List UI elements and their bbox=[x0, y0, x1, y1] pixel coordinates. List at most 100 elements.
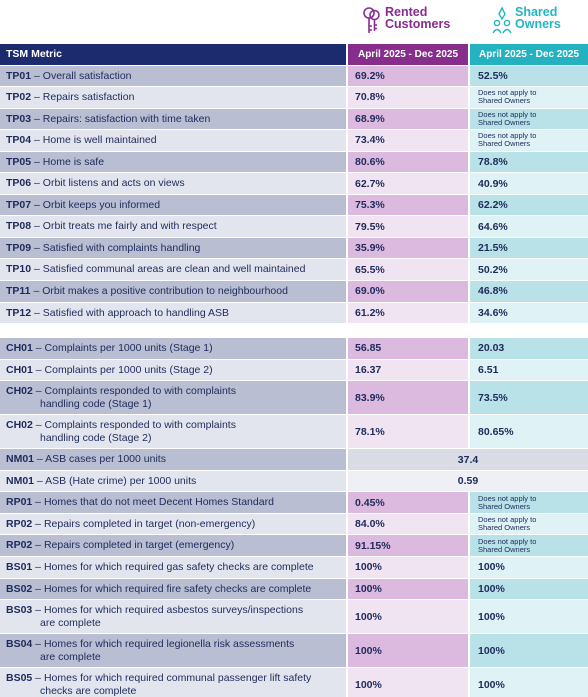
shared-not-applicable: Does not apply to Shared Owners bbox=[470, 87, 588, 108]
metric-cell: TP03 – Repairs: satisfaction with time t… bbox=[0, 108, 346, 130]
metric-cell: BS04 – Homes for which required legionel… bbox=[0, 634, 346, 668]
table-row: TP04 – Home is well maintained 73.4% Does … bbox=[0, 130, 588, 151]
metric-label: Repairs completed in target (non-emergen… bbox=[43, 517, 256, 530]
metric-label: Repairs completed in target (emergency) bbox=[43, 539, 235, 552]
shared-not-applicable: Does not apply to Shared Owners bbox=[470, 535, 588, 556]
metric-code: NM01 bbox=[6, 474, 35, 487]
metric-code: RP01 bbox=[6, 496, 33, 509]
metric-cell: TP06 – Orbit listens and acts on views bbox=[0, 173, 346, 194]
metric-code: TP01 bbox=[6, 69, 32, 82]
rented-logo-line1: Rented bbox=[385, 5, 428, 19]
header-rented-period: April 2025 - Dec 2025 bbox=[348, 44, 468, 65]
metric-label: Repairs: satisfaction with time taken bbox=[42, 112, 211, 125]
metric-cell: BS05 – Homes for which required communal… bbox=[0, 668, 346, 697]
rented-value: 100% bbox=[348, 600, 468, 634]
not-apply-line2: Shared Owners bbox=[478, 139, 531, 149]
metric-code: TP07 bbox=[6, 198, 32, 211]
not-apply-line1: Does not apply to bbox=[478, 109, 537, 119]
rented-value: 100% bbox=[348, 634, 468, 668]
shared-value: 6.51 bbox=[470, 359, 588, 381]
metric-label: Orbit listens and acts on views bbox=[42, 177, 185, 190]
shared-value: 100% bbox=[470, 557, 588, 578]
shared-value: 100% bbox=[470, 634, 588, 668]
metric-code: TP08 bbox=[6, 220, 32, 233]
metric-code: CH01 bbox=[6, 342, 33, 355]
metric-code: TP10 bbox=[6, 263, 32, 276]
metric-cell: NM01 – ASB cases per 1000 units bbox=[0, 449, 346, 470]
rented-value: 56.85 bbox=[348, 338, 468, 359]
metric-code: RP02 bbox=[6, 517, 33, 530]
metric-cell: TP05 – Home is safe bbox=[0, 151, 346, 173]
metric-label-continued: handling code (Stage 1) bbox=[40, 397, 152, 410]
rented-value: 35.9% bbox=[348, 237, 468, 259]
rented-value: 100% bbox=[348, 557, 468, 578]
table-row: TP06 – Orbit listens and acts on views 62… bbox=[0, 173, 588, 194]
metric-cell: CH01 – Complaints per 1000 units (Stage … bbox=[0, 338, 346, 359]
table-row: TP10 – Satisfied communal areas are clea… bbox=[0, 259, 588, 280]
metric-code: TP03 bbox=[6, 112, 32, 125]
rented-logo-line2: Customers bbox=[385, 17, 451, 31]
metric-label: Orbit keeps you informed bbox=[42, 198, 161, 211]
metric-label: Satisfied communal areas are clean and w… bbox=[42, 263, 306, 276]
rented-customers-logo: Rented Customers bbox=[362, 6, 450, 36]
table-row: TP01 – Overall satisfaction 69.2% 52.5% bbox=[0, 65, 588, 87]
not-apply-line2: Shared Owners bbox=[478, 96, 531, 106]
metric-code: CH02 bbox=[6, 419, 33, 432]
metric-label: Orbit treats me fairly and with respect bbox=[42, 220, 217, 233]
metric-cell: TP01 – Overall satisfaction bbox=[0, 65, 346, 87]
shared-value: 46.8% bbox=[470, 281, 588, 302]
not-apply-line2: Shared Owners bbox=[478, 544, 531, 554]
metric-code: RP02 bbox=[6, 539, 33, 552]
rented-value: 70.8% bbox=[348, 87, 468, 108]
rented-value: 100% bbox=[348, 578, 468, 600]
metric-code: BS05 bbox=[6, 672, 33, 685]
table-row: CH02 – Complaints responded to with comp… bbox=[0, 381, 588, 415]
header-metric: TSM Metric bbox=[0, 44, 346, 65]
shared-logo-line2: Owners bbox=[515, 17, 561, 31]
metric-cell: TP02 – Repairs satisfaction bbox=[0, 87, 346, 108]
metric-label: Homes for which required asbestos survey… bbox=[43, 604, 304, 617]
table-row: BS01 – Homes for which required gas safe… bbox=[0, 557, 588, 578]
combined-value: 0.59 bbox=[348, 470, 588, 492]
shared-value: 34.6% bbox=[470, 302, 588, 324]
table-row: RP02 – Repairs completed in target (emer… bbox=[0, 535, 588, 556]
rented-value: 69.0% bbox=[348, 281, 468, 302]
metric-label-continued: are complete bbox=[40, 616, 101, 629]
metric-cell: BS03 – Homes for which required asbestos… bbox=[0, 600, 346, 634]
rented-value: 62.7% bbox=[348, 173, 468, 194]
metric-code: TP11 bbox=[6, 285, 31, 298]
not-apply-line1: Does not apply to bbox=[478, 493, 537, 503]
metric-code: CH01 bbox=[6, 363, 33, 376]
metric-label: Homes for which required fire safety che… bbox=[43, 582, 312, 595]
rented-value: 69.2% bbox=[348, 65, 468, 87]
metric-code: TP09 bbox=[6, 241, 32, 254]
metric-cell: BS01 – Homes for which required gas safe… bbox=[0, 557, 346, 578]
rented-value: 100% bbox=[348, 668, 468, 697]
rented-value: 83.9% bbox=[348, 381, 468, 415]
metric-code: BS03 bbox=[6, 604, 33, 617]
section-gap bbox=[0, 324, 588, 338]
metric-cell: CH02 – Complaints responded to with comp… bbox=[0, 381, 346, 415]
rented-value: 84.0% bbox=[348, 513, 468, 535]
metric-code: BS04 bbox=[6, 638, 33, 651]
table-row: TP07 – Orbit keeps you informed 75.3% 62.2… bbox=[0, 194, 588, 216]
metric-code: TP05 bbox=[6, 155, 32, 168]
table-row: RP01 – Homes that do not meet Decent Hom… bbox=[0, 492, 588, 513]
not-apply-line2: Shared Owners bbox=[478, 501, 531, 511]
metric-label: Complaints per 1000 units (Stage 1) bbox=[44, 342, 213, 355]
not-apply-line1: Does not apply to bbox=[478, 536, 537, 546]
table-row: BS02 – Homes for which required fire saf… bbox=[0, 578, 588, 600]
metric-label: Home is safe bbox=[42, 155, 105, 168]
metric-label: Home is well maintained bbox=[42, 134, 157, 147]
not-apply-line1: Does not apply to bbox=[478, 515, 537, 525]
table-row: TP03 – Repairs: satisfaction with time t… bbox=[0, 108, 588, 130]
metric-code: CH02 bbox=[6, 385, 33, 398]
rented-value: 16.37 bbox=[348, 359, 468, 381]
metric-label: ASB (Hate crime) per 1000 units bbox=[45, 474, 197, 487]
metric-code: TP06 bbox=[6, 177, 32, 190]
shared-value: 50.2% bbox=[470, 259, 588, 280]
metric-cell: NM01 – ASB (Hate crime) per 1000 units bbox=[0, 470, 346, 492]
keys-icon bbox=[363, 7, 380, 33]
metric-cell: TP04 – Home is well maintained bbox=[0, 130, 346, 151]
metric-code: TP04 bbox=[6, 134, 32, 147]
